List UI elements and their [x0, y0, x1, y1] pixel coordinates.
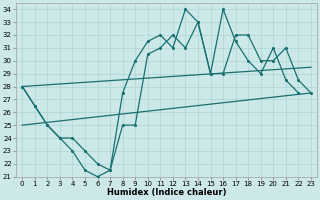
X-axis label: Humidex (Indice chaleur): Humidex (Indice chaleur) [107, 188, 226, 197]
